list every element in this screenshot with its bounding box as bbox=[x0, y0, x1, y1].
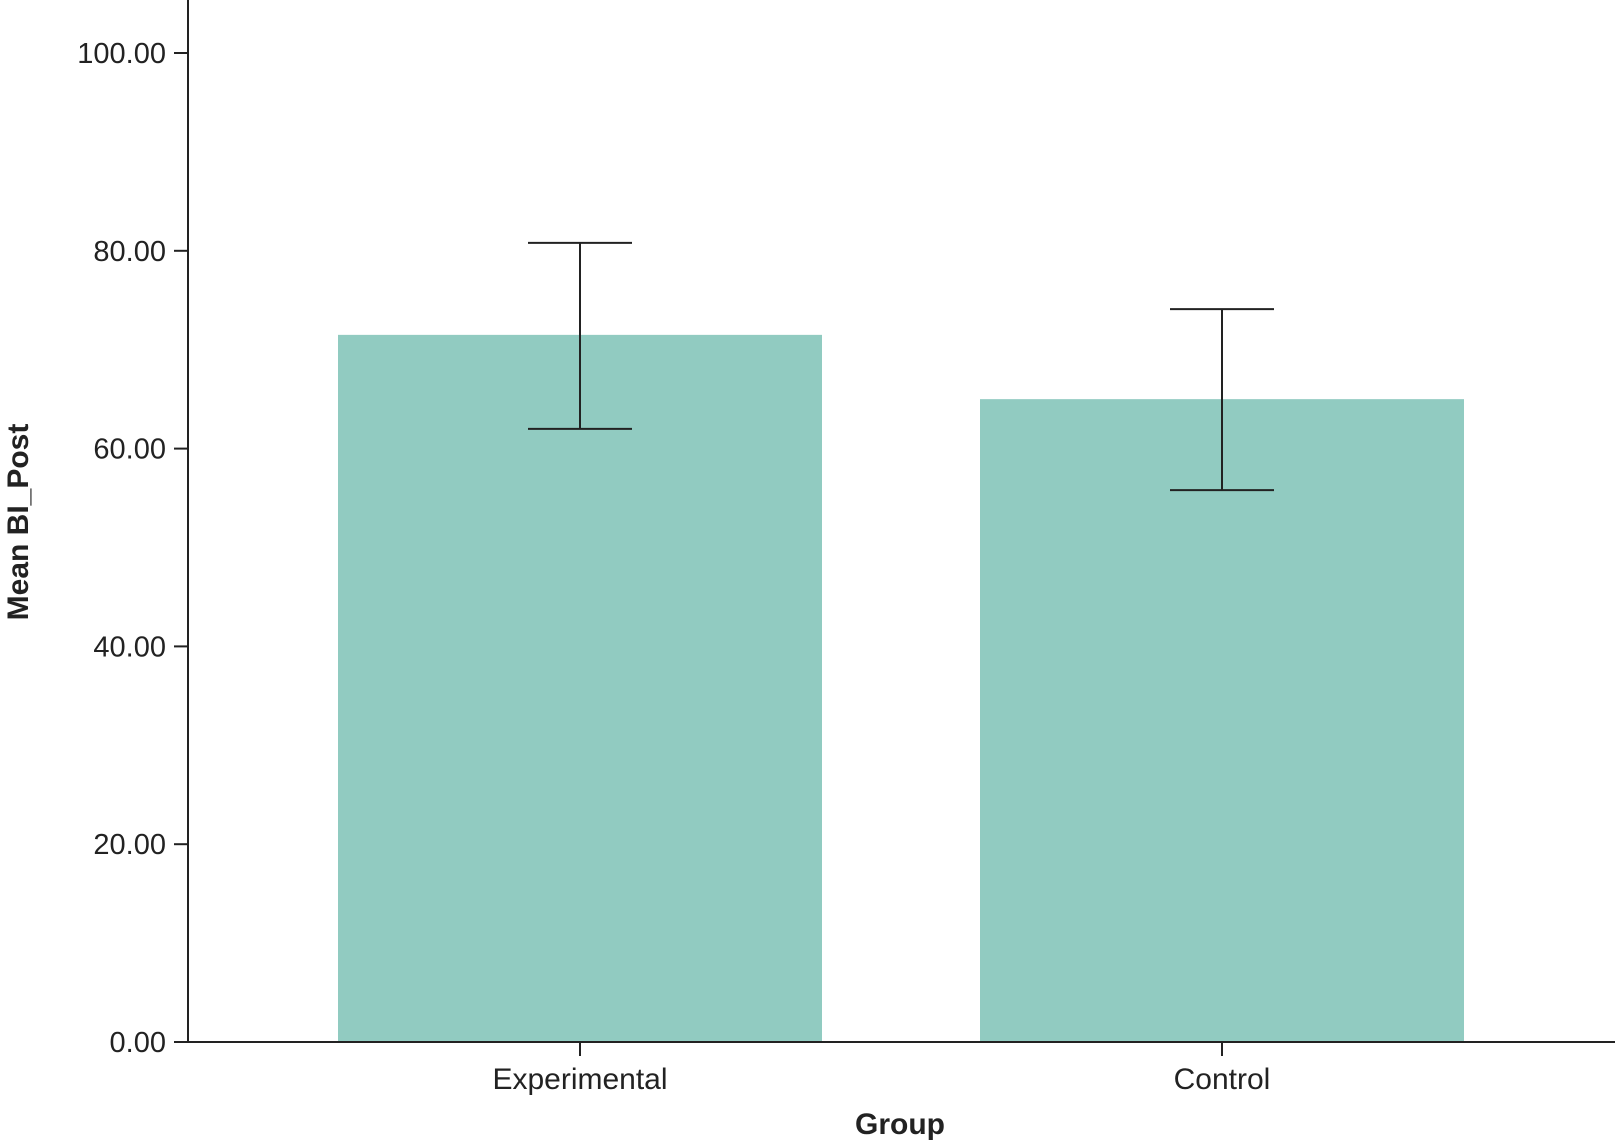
x-tick-label-control: Control bbox=[1174, 1063, 1271, 1096]
y-tick-label: 100.00 bbox=[77, 38, 166, 70]
y-tick-label: 40.00 bbox=[93, 631, 166, 663]
y-tick-label: 80.00 bbox=[93, 236, 166, 268]
error-bar-experimental bbox=[528, 241, 632, 430]
bar-experimental bbox=[338, 334, 822, 1042]
y-ticks: 0.00 20.00 40.00 60.00 80.00 100.00 bbox=[77, 38, 188, 1059]
y-axis-title: Mean BI_Post bbox=[2, 424, 35, 621]
y-tick-label: 60.00 bbox=[93, 434, 166, 466]
x-axis-title: Group bbox=[855, 1108, 945, 1141]
error-bars-layer bbox=[528, 241, 1274, 492]
error-bar-control bbox=[1170, 308, 1274, 492]
bar-control bbox=[980, 399, 1464, 1042]
x-ticks: Experimental Control bbox=[492, 1042, 1270, 1096]
x-tick-label-experimental: Experimental bbox=[492, 1063, 667, 1096]
axes-layer bbox=[187, 0, 1615, 1043]
y-tick-label: 0.00 bbox=[110, 1027, 166, 1059]
bars-layer bbox=[338, 334, 1464, 1042]
y-tick-label: 20.00 bbox=[93, 829, 166, 861]
